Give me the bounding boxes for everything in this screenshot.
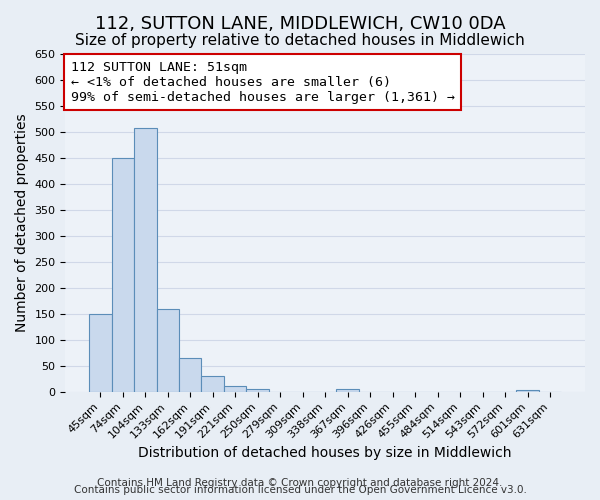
Bar	[157, 308, 179, 392]
Bar	[337, 389, 359, 392]
Text: Contains public sector information licensed under the Open Government Licence v3: Contains public sector information licen…	[74, 485, 526, 495]
Bar	[179, 358, 202, 392]
Text: Size of property relative to detached houses in Middlewich: Size of property relative to detached ho…	[75, 32, 525, 48]
Bar	[112, 158, 134, 392]
Bar	[517, 390, 539, 392]
Text: Contains HM Land Registry data © Crown copyright and database right 2024.: Contains HM Land Registry data © Crown c…	[97, 478, 503, 488]
Bar	[202, 376, 224, 392]
Bar	[89, 314, 112, 392]
Text: 112 SUTTON LANE: 51sqm
← <1% of detached houses are smaller (6)
99% of semi-deta: 112 SUTTON LANE: 51sqm ← <1% of detached…	[71, 61, 455, 104]
Bar	[134, 128, 157, 392]
Bar	[247, 388, 269, 392]
Text: 112, SUTTON LANE, MIDDLEWICH, CW10 0DA: 112, SUTTON LANE, MIDDLEWICH, CW10 0DA	[95, 15, 505, 33]
Y-axis label: Number of detached properties: Number of detached properties	[15, 114, 29, 332]
Bar	[224, 386, 247, 392]
X-axis label: Distribution of detached houses by size in Middlewich: Distribution of detached houses by size …	[139, 446, 512, 460]
